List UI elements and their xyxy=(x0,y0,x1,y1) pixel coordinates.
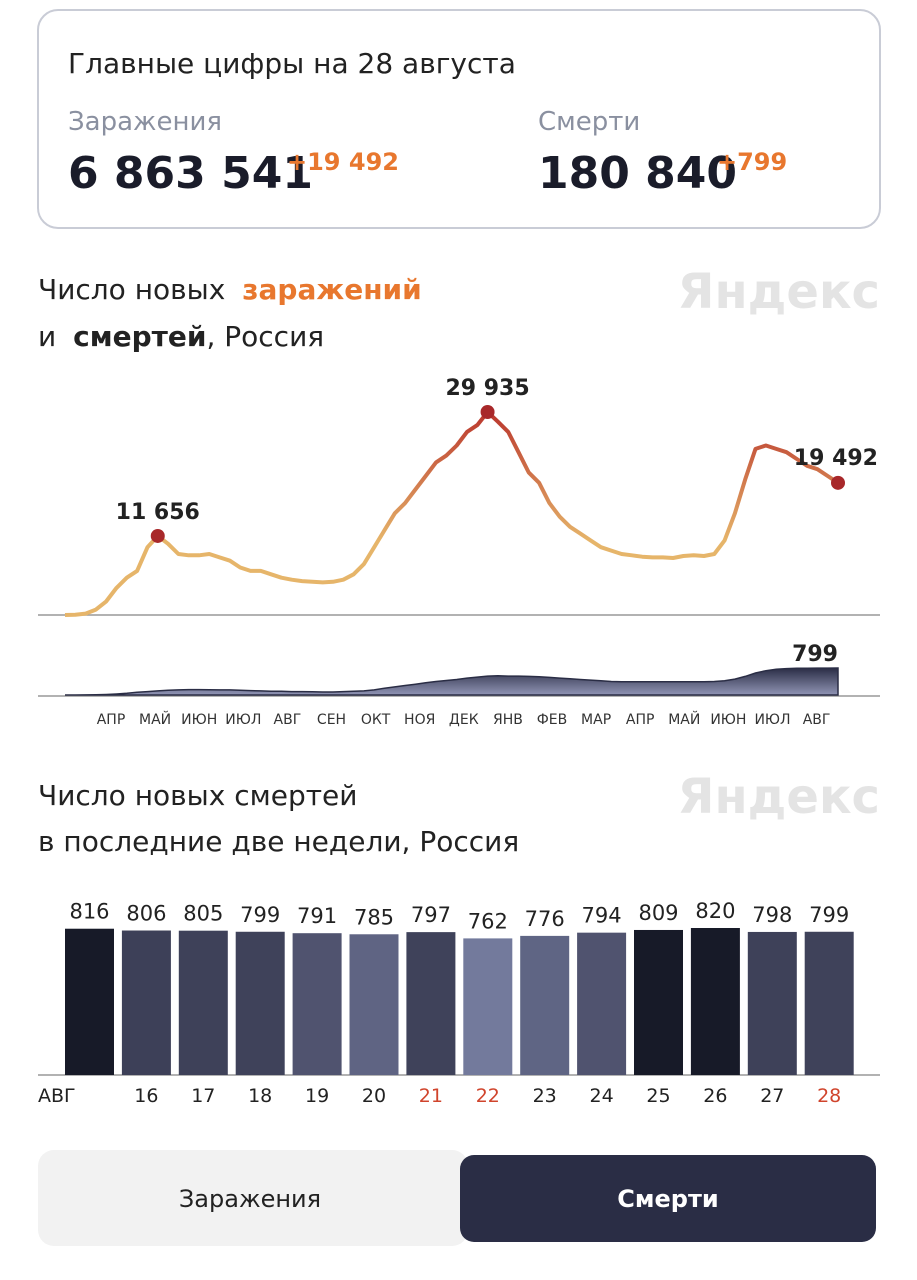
bar-value-label: 797 xyxy=(411,903,451,927)
title-part: и xyxy=(38,320,56,353)
x-tick-label: ИЮЛ xyxy=(225,712,261,728)
bar xyxy=(406,932,456,1075)
x-tick-label: НОЯ xyxy=(404,712,435,728)
x-tick-label: ФЕВ xyxy=(537,712,568,728)
bar xyxy=(577,932,627,1075)
bar xyxy=(804,931,854,1075)
bar-value-label: 798 xyxy=(752,903,792,927)
bar-value-label: 806 xyxy=(126,902,166,926)
bar xyxy=(747,931,797,1075)
x-tick-label: ДЕК xyxy=(449,712,479,728)
chart-title: и смертей, Россия xyxy=(38,320,324,353)
infections-line xyxy=(64,410,840,617)
x-tick-label: АПР xyxy=(626,712,655,728)
x-tick-label: ОКТ xyxy=(361,712,391,728)
bar xyxy=(65,928,114,1075)
bar-value-label: 816 xyxy=(69,900,109,924)
x-tick-label: 24 xyxy=(590,1085,614,1107)
bar-value-label: 794 xyxy=(582,904,622,928)
x-tick-label: МАР xyxy=(581,712,611,728)
x-tick-label: 18 xyxy=(248,1085,272,1107)
x-tick-label: 25 xyxy=(646,1085,670,1107)
stat-value: 6 863 541 xyxy=(68,148,313,199)
bar xyxy=(463,938,513,1075)
bar xyxy=(292,933,342,1075)
bar-value-label: 776 xyxy=(525,907,565,931)
x-tick-label: АВГ xyxy=(38,1085,76,1107)
bar xyxy=(235,931,285,1075)
tab-label[interactable]: Заражения xyxy=(179,1185,321,1213)
value-label: 11 656 xyxy=(116,500,200,525)
stat-value: 180 840 xyxy=(538,148,737,199)
summary-title: Главные цифры на 28 августа xyxy=(68,47,516,80)
x-tick-label: АВГ xyxy=(803,712,831,728)
chart-title: Число новых заражений xyxy=(38,273,422,306)
x-tick-label: 23 xyxy=(533,1085,557,1107)
title-part: Число новых xyxy=(38,273,225,306)
x-tick-label: 27 xyxy=(760,1085,784,1107)
deaths-area xyxy=(65,667,839,696)
value-label: 19 492 xyxy=(794,446,878,471)
bar-value-label: 809 xyxy=(638,901,678,925)
x-tick-label: МАЙ xyxy=(668,710,700,728)
x-tick-label: 26 xyxy=(703,1085,727,1107)
bar-value-label: 762 xyxy=(468,909,508,933)
stat-delta: +19 492 xyxy=(287,148,399,176)
value-label: 29 935 xyxy=(445,376,529,401)
highlight-point xyxy=(150,528,165,543)
bar xyxy=(690,928,740,1075)
bar-value-label: 799 xyxy=(240,903,280,927)
stat-label: Смерти xyxy=(538,107,640,137)
x-tick-label: 17 xyxy=(191,1085,215,1107)
bar xyxy=(634,929,683,1075)
stat-delta: +799 xyxy=(717,148,787,176)
bar-value-label: 799 xyxy=(809,903,849,927)
bar xyxy=(178,930,228,1075)
x-tick-label: 21 xyxy=(419,1085,443,1107)
bar xyxy=(349,934,399,1075)
x-tick-label: ИЮЛ xyxy=(754,712,790,728)
title-part: , Россия xyxy=(206,320,324,353)
bar-value-label: 820 xyxy=(695,899,735,923)
x-tick-label: АПР xyxy=(97,712,126,728)
tab-button[interactable] xyxy=(460,1155,876,1242)
x-tick-label: СЕН xyxy=(317,712,346,728)
x-tick-label: 22 xyxy=(476,1085,500,1107)
bar-value-label: 791 xyxy=(297,904,337,928)
bar xyxy=(121,930,171,1075)
bar xyxy=(520,935,570,1075)
watermark: Яндекс xyxy=(678,769,880,825)
x-tick-label: АВГ xyxy=(274,712,302,728)
x-tick-label: МАЙ xyxy=(139,710,171,728)
tab-label[interactable]: Смерти xyxy=(617,1185,718,1213)
highlight-point xyxy=(480,405,495,419)
x-tick-label: ИЮН xyxy=(181,712,217,728)
x-tick-label: ИЮН xyxy=(710,712,746,728)
chart-title: Число новых смертей xyxy=(38,779,357,812)
bar-value-label: 785 xyxy=(354,905,394,929)
highlight-point xyxy=(831,475,845,490)
chart-title: в последние две недели, Россия xyxy=(38,825,519,858)
x-tick-label: ЯНВ xyxy=(493,712,523,728)
watermark: Яндекс xyxy=(678,264,880,320)
title-part: смертей xyxy=(73,320,206,353)
summary-card xyxy=(37,9,881,229)
x-tick-label: 16 xyxy=(134,1085,158,1107)
x-tick-label: 28 xyxy=(817,1085,841,1107)
tab-button[interactable] xyxy=(38,1150,468,1246)
x-tick-label: 20 xyxy=(362,1085,386,1107)
title-part: заражений xyxy=(242,273,422,306)
value-label: 799 xyxy=(792,642,838,667)
stat-label: Заражения xyxy=(68,107,222,137)
bar-value-label: 805 xyxy=(183,902,223,926)
x-tick-label: 19 xyxy=(305,1085,329,1107)
